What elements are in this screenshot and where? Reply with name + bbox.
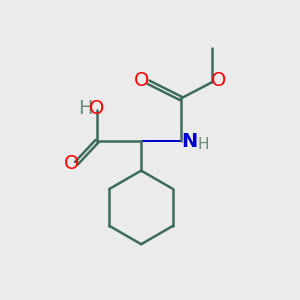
Text: O: O [89, 99, 105, 118]
Text: N: N [182, 132, 198, 151]
Text: H: H [197, 136, 208, 152]
Text: H: H [79, 99, 93, 118]
Text: O: O [211, 71, 226, 90]
Text: O: O [63, 154, 79, 173]
Text: O: O [134, 71, 150, 90]
